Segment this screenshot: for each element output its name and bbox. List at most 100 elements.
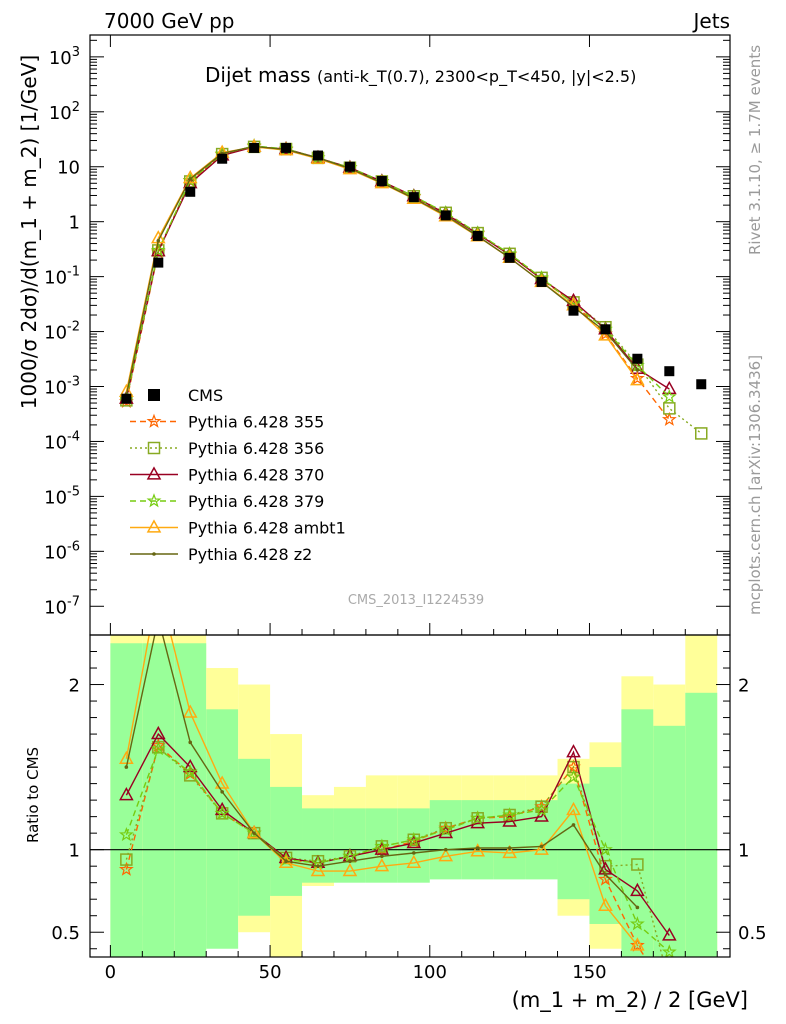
y-tick-exp: -4 — [67, 429, 80, 444]
plot-frames — [89, 34, 731, 958]
band-inner — [174, 643, 207, 957]
ratio-point — [470, 843, 486, 857]
y-tick-label: 10-5 — [44, 484, 80, 508]
x-tick-label: 0 — [105, 962, 116, 983]
ratio-point — [182, 704, 198, 718]
chart-title-main: Dijet mass — [205, 63, 311, 87]
band-inner — [206, 709, 239, 949]
ratio-point — [246, 825, 262, 840]
series-point — [156, 238, 161, 243]
main-frame — [89, 34, 731, 636]
ratio-point — [502, 844, 517, 859]
x-axis-label: (m_1 + m_2) / 2 [GeV] — [512, 988, 748, 1013]
data-point — [408, 192, 419, 203]
mcplots-credit: mcplots.cern.ch [arXiv:1306.3436] — [746, 355, 764, 615]
y-tick-label: 10-7 — [44, 594, 80, 618]
ratio-point — [443, 847, 448, 852]
data-point — [121, 393, 132, 404]
ratio-point — [502, 813, 517, 827]
legend-label: Pythia 6.428 379 — [188, 492, 324, 511]
band-inner — [270, 786, 303, 896]
ratio-point — [342, 862, 358, 877]
header-left: 7000 GeV pp — [104, 9, 235, 33]
ratio-point — [188, 740, 193, 745]
ratio-tick-label: 2 — [69, 676, 80, 697]
series-point — [661, 411, 677, 426]
ratio-point — [374, 838, 390, 853]
data-point — [249, 142, 260, 153]
cms-data-points — [121, 142, 707, 404]
ratio-point — [661, 944, 677, 957]
band-inner — [365, 808, 398, 883]
series-point — [635, 368, 640, 372]
ratio-point — [534, 808, 549, 822]
data-point — [536, 276, 547, 287]
ratio-point — [246, 824, 262, 839]
band-inner — [653, 725, 686, 957]
ratio-point — [310, 862, 326, 877]
data-point — [472, 230, 483, 241]
ratio-point — [214, 775, 230, 789]
band-inner — [142, 643, 175, 957]
data-point — [217, 153, 228, 164]
series-line — [125, 145, 670, 399]
series-point — [663, 402, 676, 415]
ratio-point — [374, 858, 390, 872]
y-tick-exp: -6 — [67, 539, 80, 554]
legend-label-data: CMS — [188, 386, 223, 405]
ratio-point — [214, 801, 230, 816]
data-point — [696, 379, 707, 390]
y-tick-label: 10 — [57, 158, 80, 179]
ratio-point — [598, 897, 613, 911]
y-tick-base: 10 — [44, 268, 67, 289]
series-point — [695, 427, 708, 440]
main-ylabel: 1000/σ 2dσ)/d(m_1 + m_2) [1/GeV] — [17, 55, 41, 409]
axis-ticks: 0 50 100 15010-710-610-510-410-310-210-1110… — [44, 35, 767, 983]
ratio-point — [406, 854, 422, 869]
data-point — [312, 150, 323, 161]
ratio-point — [438, 848, 454, 862]
ratio-point — [284, 859, 288, 864]
ratio-point — [120, 853, 133, 866]
ratio-point — [571, 823, 576, 827]
legend-label: Pythia 6.428 ambt1 — [188, 519, 346, 538]
y-tick-exp: -1 — [67, 265, 80, 280]
x-tick-label: 150 — [572, 962, 606, 983]
ratio-tick-label-right: 1 — [738, 841, 749, 862]
ratio-point — [661, 927, 677, 941]
series-point — [150, 242, 166, 257]
ratio-point — [629, 937, 645, 952]
ratio-point — [118, 861, 134, 876]
y-tick-exp: 2 — [72, 100, 80, 115]
legend-marker — [146, 413, 162, 428]
y-tick-base: 10 — [49, 103, 72, 124]
ratio-point — [629, 916, 645, 931]
ratio-frame — [89, 634, 731, 958]
ratio-point — [119, 750, 134, 764]
ratio-point — [438, 822, 454, 837]
ratio-point — [635, 905, 640, 910]
band-inner — [621, 709, 654, 957]
legend-label: Pythia 6.428 370 — [188, 466, 324, 485]
data-point — [568, 305, 579, 316]
ratio-tick-label-right: 2 — [738, 676, 749, 697]
band-inner — [302, 808, 334, 883]
band-inner — [685, 692, 718, 957]
ratio-point — [342, 848, 358, 863]
y-tick-label: 1 — [69, 213, 80, 234]
legend-marker — [147, 441, 161, 455]
data-point — [344, 161, 355, 172]
series-point — [629, 370, 645, 385]
ratio-point — [412, 851, 416, 855]
ratio-point — [597, 841, 613, 857]
series-line — [125, 145, 670, 421]
chart-title-tail: (anti-k_T(0.7), 2300<p_T<450, |y|<2.5) — [317, 67, 636, 87]
data-point — [376, 176, 387, 187]
ratio-point — [380, 854, 384, 859]
y-tick-label: 10-1 — [44, 265, 80, 289]
ratio-series-group — [118, 635, 677, 957]
ratio-line — [125, 635, 638, 946]
data-point — [504, 252, 515, 263]
analysis-id: CMS_2013_I1224539 — [348, 593, 484, 608]
